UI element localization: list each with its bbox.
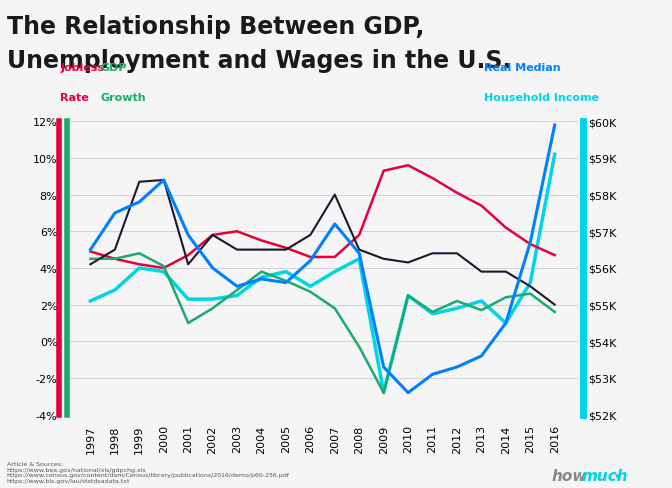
Text: how: how: [551, 468, 587, 483]
Text: Article & Sources:
https://www.bea.gov/national/xls/gdpchg.xls
https://www.censu: Article & Sources: https://www.bea.gov/n…: [7, 461, 290, 483]
Text: Unemployment and Wages in the U.S.: Unemployment and Wages in the U.S.: [7, 49, 511, 73]
Text: ▾: ▾: [615, 470, 621, 483]
Text: Rate: Rate: [60, 93, 89, 102]
Text: GDP: GDP: [101, 63, 127, 73]
Text: The Relationship Between GDP,: The Relationship Between GDP,: [7, 15, 424, 39]
Text: Real Median: Real Median: [484, 63, 560, 73]
Text: Jobless: Jobless: [60, 63, 104, 73]
Text: much: much: [581, 468, 628, 483]
Text: Household Income: Household Income: [484, 93, 599, 102]
Text: Growth: Growth: [101, 93, 146, 102]
